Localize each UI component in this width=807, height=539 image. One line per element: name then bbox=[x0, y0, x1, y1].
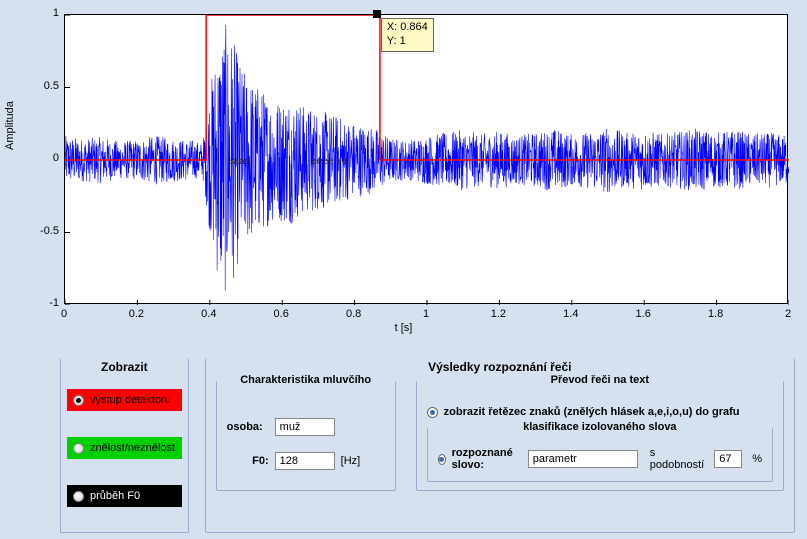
x-tick-label: 1.2 bbox=[483, 308, 513, 320]
subpanel-title: Charakteristika mluvčího bbox=[217, 374, 395, 386]
panel-zobrazit-title: Zobrazit bbox=[61, 358, 188, 376]
option-prubeh-f0[interactable]: průběh F0 bbox=[67, 485, 182, 507]
y-tick-label: -0.5 bbox=[29, 225, 59, 237]
graf-label: zobrazit řetězec znaků (znělých hlásek a… bbox=[444, 406, 740, 418]
y-tick-label: 0.5 bbox=[29, 80, 59, 92]
x-tick-label: 1.6 bbox=[628, 308, 658, 320]
tooltip-x: X: 0.864 bbox=[387, 21, 428, 35]
x-tick-label: 0.4 bbox=[194, 308, 224, 320]
subpanel-prevod: Převod řeči na text zobrazit řetězec zna… bbox=[416, 381, 784, 491]
svg-text:eeee eu: eeee eu bbox=[311, 156, 347, 167]
x-tick-label: 1.4 bbox=[556, 308, 586, 320]
data-cursor-marker[interactable] bbox=[373, 10, 381, 18]
podobnost-field[interactable] bbox=[714, 450, 742, 468]
radio-icon[interactable] bbox=[438, 454, 446, 465]
y-tick-label: 0 bbox=[29, 152, 59, 164]
radio-icon bbox=[73, 491, 84, 502]
rozpoznane-label: rozpoznané slovo: bbox=[452, 447, 516, 471]
svg-text:aaaa: aaaa bbox=[228, 156, 251, 167]
box-title: klasifikace izolovaného slova bbox=[428, 421, 772, 433]
osoba-label: osoba: bbox=[227, 421, 269, 433]
panel-vysledky: Výsledky rozpoznání řeči Charakteristika… bbox=[205, 358, 795, 533]
y-tick-label: 1 bbox=[29, 7, 59, 19]
x-tick-label: 0.8 bbox=[339, 308, 369, 320]
option-label: průběh F0 bbox=[90, 490, 140, 502]
f0-unit: [Hz] bbox=[341, 455, 361, 467]
podobnost-unit: % bbox=[752, 453, 762, 465]
radio-icon bbox=[73, 443, 84, 454]
radio-icon bbox=[73, 395, 84, 406]
y-axis-label: Amplituda bbox=[4, 101, 16, 150]
x-tick-label: 0.2 bbox=[121, 308, 151, 320]
x-axis-label: t [s] bbox=[0, 322, 807, 334]
x-tick-label: 0.6 bbox=[266, 308, 296, 320]
plot-box[interactable]: aaaa eeee eu bbox=[64, 14, 788, 304]
box-klasifikace: klasifikace izolovaného slova rozpoznané… bbox=[427, 428, 773, 482]
f0-label: F0: bbox=[227, 455, 269, 467]
tooltip-y: Y: 1 bbox=[387, 35, 428, 49]
option-vystup-detektoru[interactable]: výstup detektoru bbox=[67, 389, 182, 411]
x-tick-label: 1.8 bbox=[701, 308, 731, 320]
option-label: znělost/neznělost bbox=[90, 442, 175, 454]
osoba-field[interactable] bbox=[275, 418, 335, 436]
x-tick-label: 1 bbox=[411, 308, 441, 320]
chart-area: Amplituda aaaaeeee eu -1-0.500.51 00.20.… bbox=[0, 0, 807, 345]
radio-icon[interactable] bbox=[427, 407, 438, 418]
data-cursor-tooltip: X: 0.864 Y: 1 bbox=[381, 18, 434, 52]
x-tick-label: 2 bbox=[773, 308, 803, 320]
podobnost-label: s podobností bbox=[650, 447, 704, 471]
panel-zobrazit: Zobrazit výstup detektoru znělost/nezněl… bbox=[60, 358, 189, 533]
x-tick-label: 0 bbox=[49, 308, 79, 320]
subpanel-charakteristika: Charakteristika mluvčího osoba: F0: [Hz] bbox=[216, 381, 396, 491]
option-znelost[interactable]: znělost/neznělost bbox=[67, 437, 182, 459]
subpanel-title: Převod řeči na text bbox=[417, 374, 783, 386]
rozpoznane-field[interactable] bbox=[528, 450, 638, 468]
f0-field[interactable] bbox=[275, 452, 335, 470]
option-label: výstup detektoru bbox=[90, 394, 171, 406]
